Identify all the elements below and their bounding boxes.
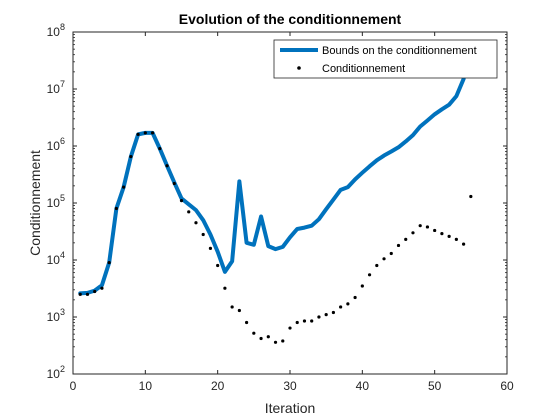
data-point-conditionnement bbox=[187, 210, 191, 214]
data-point-conditionnement bbox=[114, 206, 118, 211]
data-point-conditionnement bbox=[179, 199, 184, 203]
data-point-conditionnement bbox=[339, 305, 343, 309]
data-point-conditionnement bbox=[469, 194, 473, 199]
data-point-conditionnement bbox=[100, 286, 104, 290]
data-point-conditionnement bbox=[223, 286, 227, 290]
data-point-conditionnement bbox=[273, 340, 278, 344]
legend-label-conditionnement: Conditionnement bbox=[322, 63, 405, 75]
data-point-conditionnement bbox=[324, 313, 328, 317]
data-point-conditionnement bbox=[143, 131, 147, 135]
data-point-conditionnement bbox=[433, 228, 437, 233]
data-point-conditionnement bbox=[281, 339, 285, 343]
data-point-conditionnement bbox=[360, 284, 364, 288]
data-point-conditionnement bbox=[85, 292, 90, 296]
data-point-conditionnement bbox=[78, 292, 82, 296]
data-point-conditionnement bbox=[367, 273, 372, 277]
data-point-conditionnement bbox=[122, 185, 126, 189]
data-point-conditionnement bbox=[129, 155, 133, 159]
x-ticks: 0 10 20 30 40 50 60 bbox=[70, 32, 514, 393]
data-point-conditionnement bbox=[454, 237, 458, 241]
data-point-conditionnement bbox=[216, 263, 220, 268]
data-point-conditionnement bbox=[440, 232, 444, 236]
x-tick-label: 60 bbox=[500, 379, 514, 393]
x-tick-label: 20 bbox=[211, 379, 225, 393]
data-point-conditionnement bbox=[396, 243, 401, 248]
data-point-conditionnement bbox=[418, 224, 422, 228]
data-point-conditionnement bbox=[310, 319, 314, 323]
axes-background bbox=[73, 32, 507, 374]
legend-box bbox=[273, 39, 498, 79]
data-point-conditionnement bbox=[150, 131, 155, 135]
x-tick-label: 50 bbox=[428, 379, 442, 393]
data-point-conditionnement bbox=[346, 302, 350, 306]
x-tick-label: 40 bbox=[356, 379, 370, 393]
y-tick-label: 102 bbox=[47, 364, 65, 381]
data-point-conditionnement bbox=[389, 251, 393, 256]
y-axis-label: Conditionnement bbox=[27, 150, 43, 256]
data-point-conditionnement bbox=[266, 335, 270, 339]
data-point-conditionnement bbox=[411, 231, 415, 235]
series-layer bbox=[78, 76, 473, 344]
data-point-conditionnement bbox=[288, 326, 292, 330]
legend-swatch-conditionnement bbox=[297, 66, 301, 70]
data-point-conditionnement bbox=[165, 164, 169, 168]
x-axis-label: Iteration bbox=[265, 400, 316, 416]
data-point-conditionnement bbox=[107, 261, 111, 265]
data-point-conditionnement bbox=[259, 336, 263, 341]
chart-title: Evolution of the conditionnement bbox=[179, 11, 402, 27]
data-point-conditionnement bbox=[158, 147, 162, 151]
data-point-conditionnement bbox=[194, 221, 198, 225]
data-point-conditionnement bbox=[382, 257, 386, 261]
data-point-conditionnement bbox=[93, 289, 97, 294]
data-point-conditionnement bbox=[252, 331, 256, 335]
y-tick-label: 107 bbox=[47, 79, 65, 96]
x-tick-label: 10 bbox=[139, 379, 153, 393]
legend: Bounds on the conditionnement Conditionn… bbox=[273, 39, 498, 79]
y-tick-label: 108 bbox=[47, 22, 65, 39]
data-point-conditionnement bbox=[230, 305, 234, 309]
legend-label-bounds: Bounds on the conditionnement bbox=[322, 45, 477, 57]
data-point-conditionnement bbox=[331, 310, 335, 315]
data-point-conditionnement bbox=[447, 234, 451, 238]
data-point-conditionnement bbox=[295, 320, 299, 325]
data-point-conditionnement bbox=[201, 232, 205, 237]
data-point-conditionnement bbox=[237, 308, 241, 313]
y-tick-label: 106 bbox=[47, 136, 65, 153]
data-point-conditionnement bbox=[425, 225, 430, 229]
data-point-conditionnement bbox=[462, 242, 466, 246]
data-point-conditionnement bbox=[404, 237, 408, 241]
data-point-conditionnement bbox=[353, 295, 357, 300]
data-point-conditionnement bbox=[172, 181, 176, 186]
y-tick-label: 103 bbox=[47, 307, 65, 324]
x-tick-label: 30 bbox=[283, 379, 297, 393]
data-point-conditionnement bbox=[136, 132, 140, 136]
x-tick-label: 0 bbox=[70, 379, 77, 393]
y-tick-label: 105 bbox=[47, 193, 65, 210]
data-point-conditionnement bbox=[375, 263, 379, 268]
data-point-conditionnement bbox=[245, 320, 249, 325]
data-point-conditionnement bbox=[302, 319, 307, 323]
data-point-conditionnement bbox=[317, 315, 321, 319]
y-tick-label: 104 bbox=[47, 250, 65, 267]
data-point-conditionnement bbox=[208, 246, 213, 250]
